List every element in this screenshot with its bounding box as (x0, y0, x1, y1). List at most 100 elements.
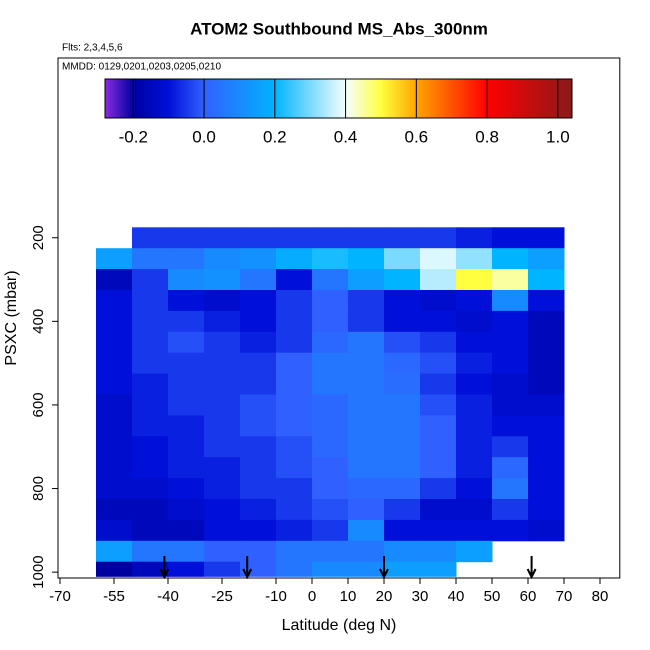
heat-cell (168, 373, 205, 395)
heat-cell (96, 415, 133, 437)
colorbar-tick-label: 0.0 (192, 127, 216, 146)
heat-cell (420, 227, 457, 249)
heat-cell (492, 269, 529, 291)
heat-cell (168, 269, 205, 291)
heat-cell (204, 227, 241, 249)
x-tick-label: 40 (448, 588, 465, 605)
heat-cell (528, 519, 565, 542)
heat-cell (276, 540, 313, 563)
heat-cell (384, 498, 421, 521)
heat-cell (276, 248, 313, 270)
arrow (242, 556, 253, 580)
x-tick-label: -25 (211, 588, 233, 605)
heat-cell (96, 519, 133, 542)
heat-cell (276, 394, 313, 416)
heat-cell (384, 227, 421, 249)
heat-cell (312, 394, 349, 416)
heat-cell (312, 457, 349, 479)
heat-cell (348, 310, 385, 333)
heat-cell (96, 457, 133, 479)
heat-cell (384, 289, 421, 312)
heat-cell (348, 561, 385, 577)
heat-cell (240, 310, 277, 333)
heat-cell (492, 498, 529, 521)
heat-cell (240, 289, 277, 312)
heat-cell (420, 540, 457, 563)
colorbar-tick-label: 1.0 (546, 127, 570, 146)
plot-frame (57, 57, 621, 579)
heat-cell (132, 352, 169, 375)
heat-cell (132, 248, 169, 270)
heat-cell (204, 561, 241, 577)
heat-cell (528, 415, 565, 437)
colorbar-tick-label: -0.2 (119, 127, 148, 146)
heat-cell (312, 498, 349, 521)
heat-cell (204, 373, 241, 395)
heat-cell (420, 248, 457, 270)
heat-cell (348, 331, 385, 354)
heat-cell (492, 415, 529, 437)
heat-cell (348, 227, 385, 249)
heat-cell (528, 394, 565, 416)
heat-cell (528, 457, 565, 479)
colorbar-tick-label: 0.4 (334, 127, 358, 146)
heat-cell (456, 478, 493, 500)
heat-cell (276, 352, 313, 375)
heat-cell (492, 331, 529, 354)
heat-cell (96, 269, 133, 291)
heat-cell (384, 394, 421, 416)
heat-cell (168, 498, 205, 521)
heat-cell (528, 289, 565, 312)
heat-cell (96, 540, 133, 563)
heat-cell (312, 289, 349, 312)
heat-cell (420, 561, 457, 577)
heat-cell (348, 394, 385, 416)
heat-cell (420, 415, 457, 437)
heat-cell (348, 540, 385, 563)
heat-cell (240, 227, 277, 249)
heat-cell (312, 310, 349, 333)
heat-cell (276, 498, 313, 521)
heat-cell (132, 540, 169, 563)
heat-cell (348, 248, 385, 270)
heat-cell (384, 457, 421, 479)
x-tick-label: 10 (340, 588, 357, 605)
heat-cell (276, 269, 313, 291)
heat-cell (240, 394, 277, 416)
y-tick-label: 800 (30, 476, 47, 501)
heat-cell (312, 436, 349, 458)
heat-cell (168, 310, 205, 333)
heat-cell (348, 269, 385, 291)
heat-cell (456, 352, 493, 375)
heat-cell (96, 561, 133, 577)
heat-cell (492, 457, 529, 479)
heat-cell (96, 331, 133, 354)
heat-cell (168, 394, 205, 416)
heat-cell (492, 248, 529, 270)
heat-cell (528, 436, 565, 458)
x-tick-label: 70 (556, 588, 573, 605)
heat-cell (168, 415, 205, 437)
colorbar-tick-label: 0.2 (263, 127, 287, 146)
heat-cell (204, 394, 241, 416)
heat-cell (456, 498, 493, 521)
heat-cell (492, 310, 529, 333)
heat-cell (240, 331, 277, 354)
heat-cell (132, 519, 169, 542)
heat-cell (348, 415, 385, 437)
heat-cell (168, 561, 205, 577)
heat-cell (168, 248, 205, 270)
heat-cell (204, 540, 241, 563)
heat-cell (348, 457, 385, 479)
heat-cell (240, 415, 277, 437)
colorbar-tick-label: 0.8 (475, 127, 499, 146)
heat-cell (276, 289, 313, 312)
heat-cell (276, 561, 313, 577)
heat-cell (312, 331, 349, 354)
annotation: MMDD: 0129,0201,0203,0205,0210 (62, 62, 221, 73)
heat-cell (348, 478, 385, 500)
heat-cell (204, 331, 241, 354)
heat-cell (348, 289, 385, 312)
heat-cell (456, 394, 493, 416)
heat-cell (132, 498, 169, 521)
